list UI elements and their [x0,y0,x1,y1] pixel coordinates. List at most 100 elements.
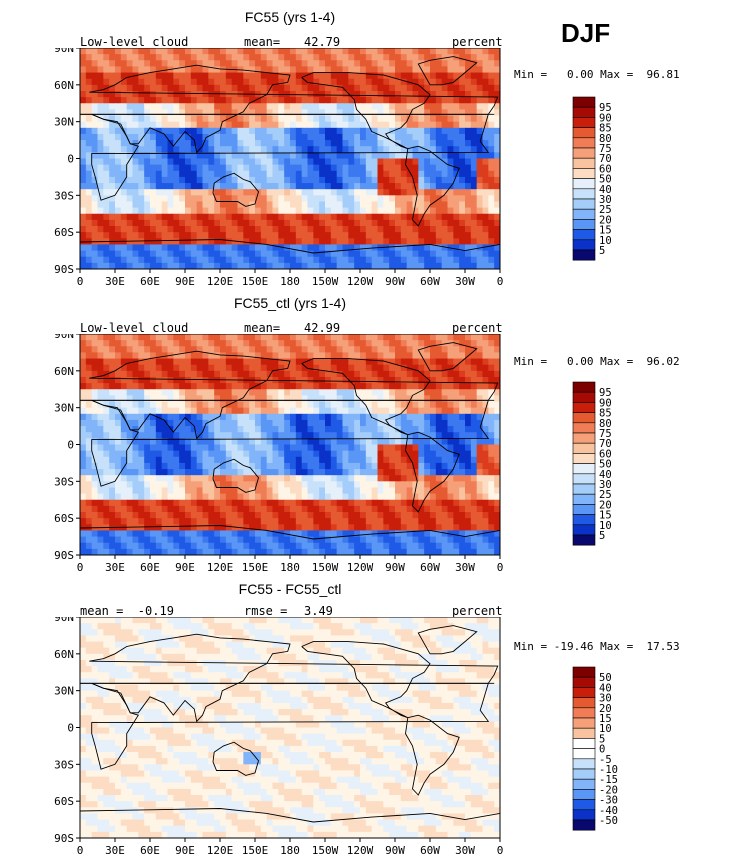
colorbar-label: 85 [599,408,612,420]
coastline [212,741,259,776]
y-tick-label: 90S [54,832,74,845]
colorbar-label: 20 [599,499,612,511]
y-tick-label: 30S [54,758,74,771]
y-tick-label: 30S [54,475,74,488]
y-tick-label: 60N [54,79,74,92]
panel-1-minmax: Min = 0.00 Max = 96.81 [514,68,680,81]
panel-2-unit: percent [452,321,503,335]
x-tick-label: 60E [140,275,160,288]
x-tick-label: 180 [280,275,300,288]
colorbar-swatch [572,249,596,261]
panel-3-minmax: Min = -19.46 Max = 17.53 [514,640,680,653]
panel-3-left-label: mean = -0.19 [80,604,174,618]
colorbar-label: -30 [599,795,618,807]
panel-3-stat-label: rmse = [244,604,288,618]
colorbar-label: 20 [599,703,612,715]
coastline [405,714,460,796]
colorbar-label: -10 [599,764,618,776]
colorbar-label: 80 [599,418,612,430]
x-tick-label: 30E [105,844,125,857]
colorbar-label: 50 [599,459,612,471]
x-tick-label: 150W [312,275,339,288]
x-tick-label: 0 [497,844,504,857]
colorbar-swatch [572,676,596,688]
panel-1-left-label: Low-level cloud [80,35,189,49]
coastline [80,808,500,823]
colorbar-label: 5 [599,733,605,745]
colorbar-label: 90 [599,397,612,409]
colorbar-swatch [572,381,596,393]
x-tick-label: 0 [497,275,504,288]
coastline [301,72,431,150]
colorbar-label: 75 [599,428,612,440]
colorbar-swatch [572,758,596,770]
x-tick-label: 150E [242,275,269,288]
colorbar-swatch [572,707,596,719]
coastline [80,239,500,254]
colorbar-swatch [572,229,596,241]
panel-3-title: FC55 - FC55_ctl [238,581,342,597]
coastline [405,431,460,513]
colorbar-swatch [572,219,596,230]
panel-2-map: 0 30E 60E 90E 120E 150E 180 150W 120W 90W 60W 30W 09… [54,334,503,574]
colorbar-swatch [572,137,596,149]
panel-3-stat-value: 3.49 [304,604,333,618]
colorbar-label: 40 [599,184,612,196]
colorbar-label: 75 [599,143,612,155]
colorbar-label: 30 [599,479,612,491]
colorbar-swatch [572,453,596,464]
colorbar-label: -40 [599,805,618,817]
coastline [301,358,431,436]
colorbar-label: 95 [599,387,612,399]
x-tick-label: 90E [175,844,195,857]
y-tick-label: 30S [54,189,74,202]
colorbar-label: 70 [599,153,612,165]
colorbar-swatch [572,789,596,800]
colorbar-swatch [572,687,596,698]
x-tick-label: 60W [420,275,440,288]
colorbar-label: -50 [599,815,618,827]
x-tick-label: 120W [347,275,374,288]
colorbar-swatch [572,768,596,780]
coastline [417,342,478,372]
colorbar-swatch [572,514,596,526]
colorbar-swatch [572,442,596,454]
y-tick-label: 90S [54,549,74,562]
x-tick-label: 30W [455,275,475,288]
colorbar-swatch [572,504,596,515]
colorbar-label: 50 [599,174,612,186]
x-tick-label: 60W [420,844,440,857]
colorbar-label: 10 [599,723,612,735]
y-tick-label: 30N [54,402,74,415]
colorbar-swatch [572,463,596,475]
y-tick-label: 60S [54,512,74,525]
colorbar-label: 90 [599,112,612,124]
panel-1-stat-value: 42.79 [304,35,341,49]
coastline [80,399,490,487]
colorbar-swatch [572,96,596,108]
colorbar-swatch [572,727,596,739]
colorbar-label: 15 [599,713,612,725]
colorbar-swatch [572,117,596,128]
x-tick-label: 30E [105,275,125,288]
y-tick-label: 0 [67,153,74,166]
season-label: DJF [561,18,611,48]
coastline [212,172,259,207]
colorbar-label: 0 [599,744,605,756]
colorbar-swatch [572,157,596,169]
panel-1-title: FC55 (yrs 1-4) [244,9,336,25]
colorbar-swatch [572,239,596,251]
colorbar-swatch [572,127,596,139]
x-tick-label: 150W [312,844,339,857]
colorbar-swatch [572,422,596,434]
x-tick-label: 90E [175,275,195,288]
colorbar-label: -15 [599,774,618,786]
x-tick-label: 180 [280,844,300,857]
colorbar-label: 20 [599,214,612,226]
x-tick-label: 0 [77,275,84,288]
colorbar-label: 5 [599,245,605,257]
coastline [417,625,478,655]
colorbar-swatch [572,748,596,760]
